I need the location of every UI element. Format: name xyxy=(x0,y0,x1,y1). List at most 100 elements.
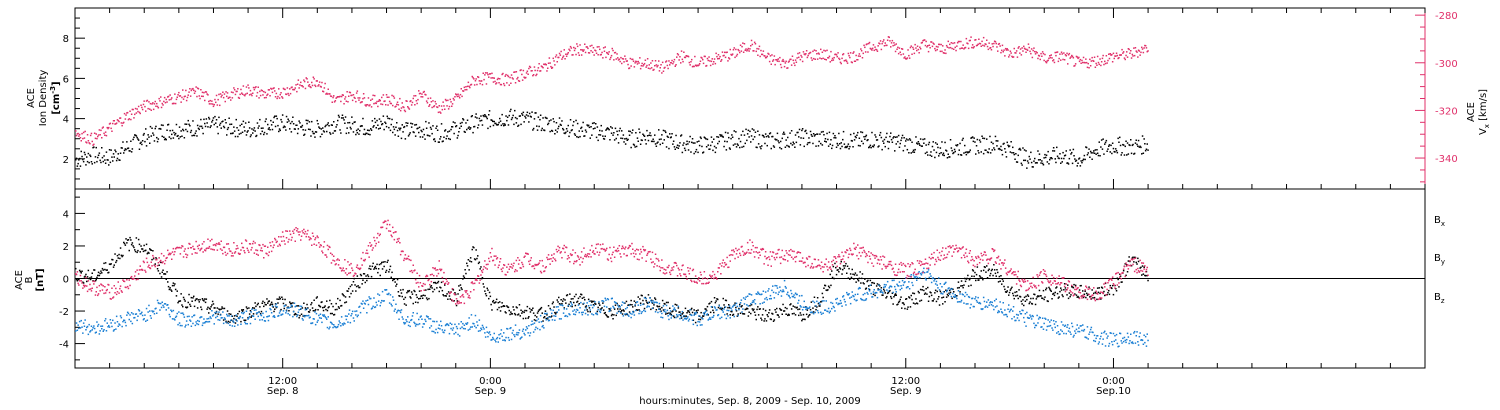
b-point-1 xyxy=(588,300,591,302)
b-point-0 xyxy=(186,306,189,308)
vx-point-0 xyxy=(492,77,494,79)
b-point-0 xyxy=(130,243,133,246)
b-point-0 xyxy=(315,297,318,299)
vx-point-0 xyxy=(994,41,997,43)
b-point-0 xyxy=(185,307,188,309)
b-point-0 xyxy=(923,289,925,292)
vx-point-0 xyxy=(1077,57,1079,60)
b-point-0 xyxy=(171,290,173,292)
vx-point-0 xyxy=(80,140,82,142)
b-point-1 xyxy=(351,310,354,313)
density-point-0 xyxy=(155,125,157,128)
b-point-1 xyxy=(407,324,410,327)
vx-point-0 xyxy=(266,94,268,96)
density-point-0 xyxy=(1115,150,1118,152)
vx-point-0 xyxy=(1076,56,1078,58)
density-point-0 xyxy=(1124,145,1126,148)
b-point-1 xyxy=(151,310,153,312)
b-point-1 xyxy=(221,317,223,319)
density-point-0 xyxy=(1005,156,1008,158)
b-point-1 xyxy=(528,325,530,327)
b-point-0 xyxy=(94,280,97,282)
density-point-0 xyxy=(281,114,284,116)
density-point-0 xyxy=(459,122,462,125)
b-point-0 xyxy=(882,294,884,296)
b-point-0 xyxy=(267,300,270,303)
b-point-0 xyxy=(413,289,415,292)
b-point-0 xyxy=(395,285,397,287)
vx-point-0 xyxy=(422,91,425,93)
vx-point-0 xyxy=(1019,52,1021,54)
b-point-0 xyxy=(889,289,891,292)
b-point-0 xyxy=(509,313,511,316)
density-point-0 xyxy=(671,133,673,135)
density-point-0 xyxy=(234,135,237,138)
density-point-0 xyxy=(340,117,343,119)
b-point-0 xyxy=(378,263,381,266)
b-point-1 xyxy=(78,320,81,323)
density-point-0 xyxy=(193,134,195,137)
b-point-0 xyxy=(624,302,626,304)
b-point-0 xyxy=(702,315,705,317)
b-point-1 xyxy=(109,319,112,321)
b-point-1 xyxy=(466,322,469,324)
b-point-1 xyxy=(527,332,529,334)
b-point-0 xyxy=(843,267,846,269)
b-point-0 xyxy=(786,307,788,310)
b-point-0 xyxy=(501,302,503,304)
vx-point-0 xyxy=(267,93,269,95)
b-point-1 xyxy=(94,332,97,334)
b-point-0 xyxy=(466,265,469,267)
density-point-0 xyxy=(969,149,971,151)
b-point-1 xyxy=(462,327,465,330)
density-point-0 xyxy=(720,135,722,137)
density-point-0 xyxy=(104,159,106,161)
density-point-0 xyxy=(97,156,99,159)
vx-point-0 xyxy=(781,60,783,62)
b-point-0 xyxy=(329,299,331,302)
b-point-0 xyxy=(229,321,231,323)
b-point-1 xyxy=(211,315,214,317)
b-point-0 xyxy=(549,307,551,310)
vx-point-0 xyxy=(433,105,435,108)
b-point-1 xyxy=(282,310,285,312)
vx-point-0 xyxy=(489,73,492,75)
b-point-1 xyxy=(425,320,427,323)
vx-point-0 xyxy=(683,56,686,59)
b-point-0 xyxy=(93,269,96,271)
vx-point-0 xyxy=(506,74,509,77)
vx-point-0 xyxy=(536,73,538,76)
density-point-0 xyxy=(590,126,592,128)
b-point-0 xyxy=(803,318,805,320)
density-point-0 xyxy=(516,117,518,120)
b-point-1 xyxy=(222,322,225,325)
density-point-0 xyxy=(873,144,875,146)
b-point-1 xyxy=(442,331,444,333)
b-point-1 xyxy=(508,339,510,341)
density-point-0 xyxy=(1089,156,1091,158)
b-point-1 xyxy=(189,319,191,321)
density-point-0 xyxy=(1133,152,1136,155)
b-point-1 xyxy=(714,307,717,309)
density-point-0 xyxy=(200,118,202,121)
b-point-0 xyxy=(1056,292,1059,295)
vx-point-0 xyxy=(1124,58,1126,61)
density-point-0 xyxy=(440,123,443,125)
vx-point-0 xyxy=(104,134,106,136)
b-point-1 xyxy=(181,324,183,327)
density-point-0 xyxy=(332,132,334,134)
b-point-1 xyxy=(483,328,485,330)
b-point-0 xyxy=(964,277,966,280)
b-point-0 xyxy=(1024,300,1027,302)
b-point-0 xyxy=(363,273,366,275)
density-point-0 xyxy=(432,125,434,127)
density-point-0 xyxy=(634,146,636,148)
density-point-0 xyxy=(930,151,932,153)
vx-point-0 xyxy=(453,99,455,101)
b-point-1 xyxy=(298,309,300,311)
b-point-0 xyxy=(805,313,808,316)
b-point-0 xyxy=(88,277,90,280)
vx-point-0 xyxy=(768,53,770,55)
vx-point-0 xyxy=(826,49,828,52)
vx-point-0 xyxy=(593,54,595,56)
